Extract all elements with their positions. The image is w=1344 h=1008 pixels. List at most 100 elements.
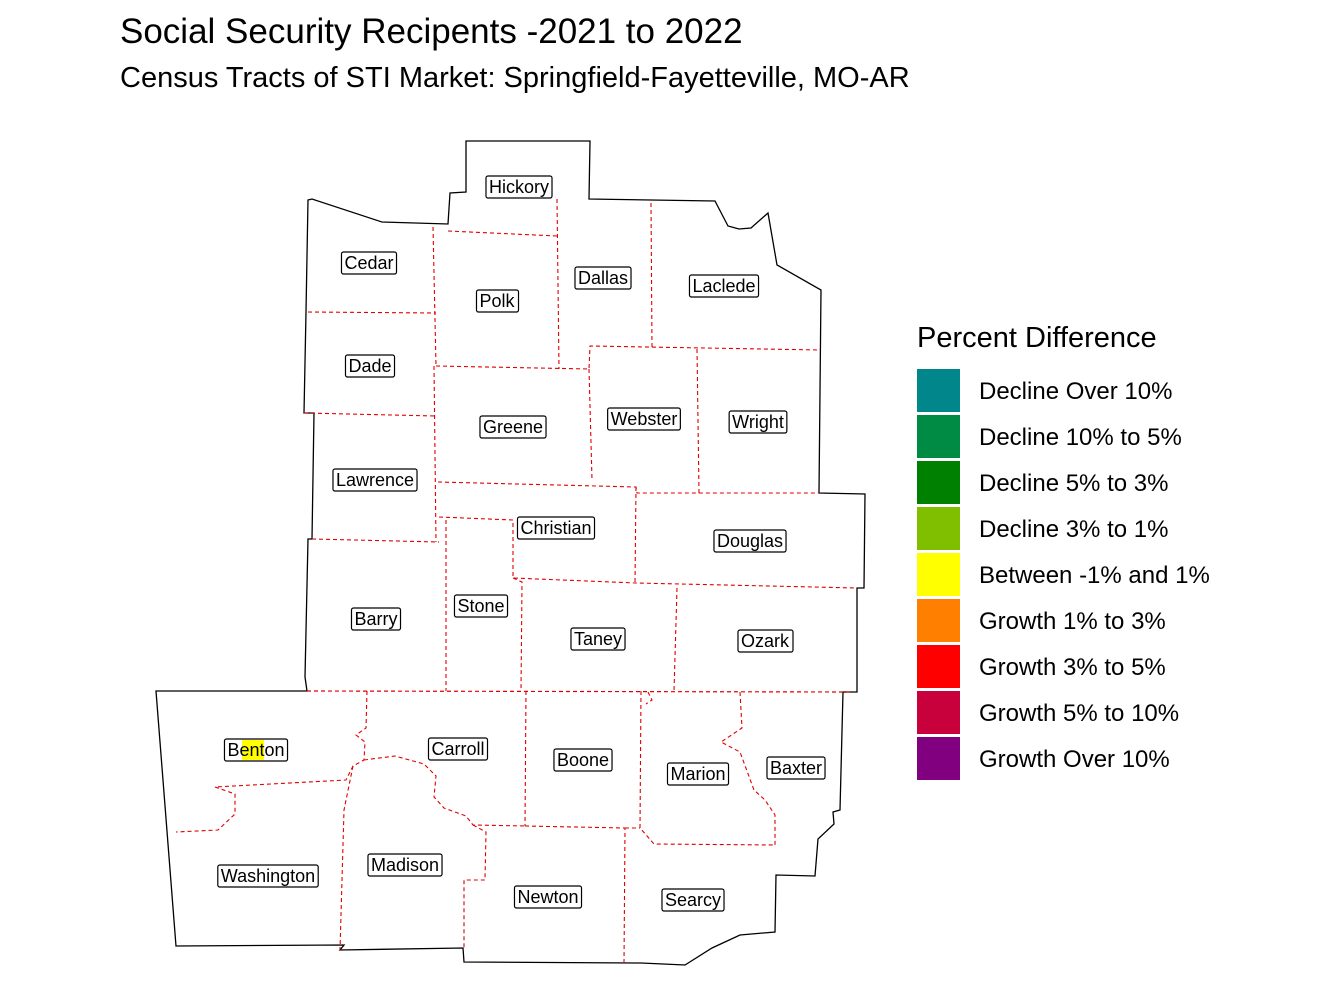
county-label-barry: Barry bbox=[350, 607, 402, 631]
county-name: Christian bbox=[520, 518, 591, 538]
county-label-box bbox=[688, 274, 760, 298]
county-name: Madison bbox=[371, 855, 439, 875]
county-label-christian: Christian bbox=[516, 516, 596, 540]
legend-swatch bbox=[917, 691, 960, 734]
county-name: Cedar bbox=[344, 253, 393, 273]
county-label-box bbox=[737, 629, 794, 653]
county-label-marion: Marion bbox=[666, 762, 730, 786]
county-name: Washington bbox=[221, 866, 315, 886]
county-label-greene: Greene bbox=[479, 415, 547, 439]
legend-swatch bbox=[917, 461, 960, 504]
legend-swatch bbox=[917, 599, 960, 642]
county-label-box bbox=[516, 516, 596, 540]
county-name: Lawrence bbox=[336, 470, 414, 490]
county-label-box bbox=[217, 864, 319, 888]
county-label-wright: Wright bbox=[728, 410, 788, 434]
county-label-box bbox=[661, 888, 725, 912]
county-label-box bbox=[340, 251, 398, 275]
county-name: Boone bbox=[557, 750, 609, 770]
map-subtitle: Census Tracts of STI Market: Springfield… bbox=[120, 62, 910, 94]
county-label-madison: Madison bbox=[367, 853, 443, 877]
county-name: Taney bbox=[574, 629, 622, 649]
county-name: Baxter bbox=[770, 758, 822, 778]
county-label-box bbox=[766, 756, 826, 780]
county-name: Wright bbox=[732, 412, 784, 432]
county-label-washington: Washington bbox=[217, 864, 319, 888]
county-label-box bbox=[427, 737, 489, 761]
county-label-box bbox=[223, 738, 289, 762]
legend-label: Decline 5% to 3% bbox=[979, 470, 1169, 497]
county-name: Marion bbox=[670, 764, 725, 784]
county-name: Newton bbox=[517, 887, 578, 907]
county-label-hickory: Hickory bbox=[485, 175, 553, 199]
county-label-box bbox=[332, 468, 418, 492]
county-name: Benton bbox=[227, 740, 284, 760]
county-label-benton: Benton bbox=[223, 738, 289, 762]
legend-label: Growth 1% to 3% bbox=[979, 608, 1166, 635]
county-label-box bbox=[607, 407, 681, 431]
county-name: Carroll bbox=[431, 739, 484, 759]
county-label-baxter: Baxter bbox=[766, 756, 826, 780]
county-label-cedar: Cedar bbox=[340, 251, 398, 275]
state-line bbox=[306, 690, 851, 693]
legend-label: Between -1% and 1% bbox=[979, 562, 1210, 589]
legend-label: Decline 10% to 5% bbox=[979, 424, 1182, 451]
county-name: Webster bbox=[611, 409, 678, 429]
county-name: Laclede bbox=[692, 276, 755, 296]
county-label-box bbox=[453, 594, 509, 618]
county-label-laclede: Laclede bbox=[688, 274, 760, 298]
county-label-dallas: Dallas bbox=[574, 266, 632, 290]
county-name: Dade bbox=[348, 356, 391, 376]
county-name: Ozark bbox=[741, 631, 790, 651]
county-label-box bbox=[350, 607, 402, 631]
highlighted-tract bbox=[242, 740, 264, 760]
county-label-box bbox=[570, 627, 626, 651]
map-outline bbox=[155, 140, 866, 966]
county-name: Searcy bbox=[665, 890, 721, 910]
county-name: Barry bbox=[354, 609, 397, 629]
county-label-box bbox=[728, 410, 788, 434]
legend-swatch bbox=[917, 737, 960, 780]
county-label-box bbox=[666, 762, 730, 786]
county-label-box bbox=[713, 529, 787, 553]
legend-swatch bbox=[917, 415, 960, 458]
legend-label: Decline Over 10% bbox=[979, 378, 1173, 405]
legend-swatch bbox=[917, 369, 960, 412]
county-name: Polk bbox=[479, 291, 515, 311]
county-label-carroll: Carroll bbox=[427, 737, 489, 761]
county-label-polk: Polk bbox=[475, 289, 520, 313]
map-title: Social Security Recipents -2021 to 2022 bbox=[120, 12, 743, 51]
county-label-box bbox=[475, 289, 520, 313]
ar-county-lines bbox=[175, 690, 776, 964]
county-label-dade: Dade bbox=[344, 354, 396, 378]
county-label-ozark: Ozark bbox=[737, 629, 794, 653]
county-name: Douglas bbox=[717, 531, 783, 551]
county-label-box bbox=[574, 266, 632, 290]
county-label-douglas: Douglas bbox=[713, 529, 787, 553]
county-label-boone: Boone bbox=[553, 748, 613, 772]
county-name: Dallas bbox=[578, 268, 628, 288]
county-name: Stone bbox=[457, 596, 504, 616]
legend-label: Growth 5% to 10% bbox=[979, 700, 1180, 727]
legend-label: Growth Over 10% bbox=[979, 746, 1170, 773]
county-label-webster: Webster bbox=[607, 407, 681, 431]
legend-label: Decline 3% to 1% bbox=[979, 516, 1169, 543]
county-label-taney: Taney bbox=[570, 627, 626, 651]
county-label-box bbox=[344, 354, 396, 378]
legend-label: Growth 3% to 5% bbox=[979, 654, 1166, 681]
county-label-box bbox=[553, 748, 613, 772]
county-name: Hickory bbox=[489, 177, 549, 197]
county-label-box bbox=[367, 853, 443, 877]
county-name: Greene bbox=[483, 417, 543, 437]
legend-swatch bbox=[917, 507, 960, 550]
county-label-stone: Stone bbox=[453, 594, 509, 618]
county-label-lawrence: Lawrence bbox=[332, 468, 418, 492]
county-lines bbox=[303, 198, 858, 692]
county-label-box bbox=[513, 885, 583, 909]
county-label-box bbox=[485, 175, 553, 199]
legend-swatch bbox=[917, 553, 960, 596]
legend-swatch bbox=[917, 645, 960, 688]
county-label-box bbox=[479, 415, 547, 439]
county-label-searcy: Searcy bbox=[661, 888, 725, 912]
